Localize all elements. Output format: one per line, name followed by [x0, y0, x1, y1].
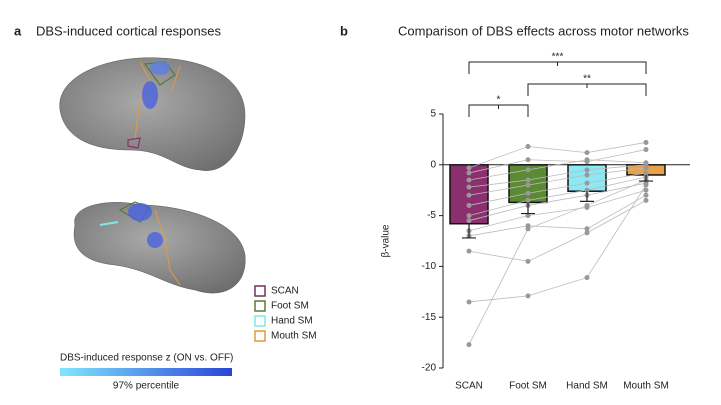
subject-point: [466, 170, 472, 176]
colorbar: [60, 368, 232, 376]
subject-point: [525, 167, 531, 173]
subject-line: [468, 159, 647, 181]
subject-point: [466, 218, 472, 224]
legend-swatch: [254, 300, 266, 312]
y-tick-label: -5: [427, 210, 436, 221]
subject-point: [525, 144, 531, 150]
panel-label: a: [14, 23, 22, 38]
subject-point: [584, 172, 590, 178]
subject-point: [525, 213, 531, 219]
significance-label: ***: [552, 52, 564, 63]
brain-bottom: [73, 201, 246, 294]
subject-point: [643, 192, 649, 198]
significance-bracket: [468, 61, 647, 74]
legend-swatch: [254, 330, 266, 342]
chart-title: Comparison of DBS effects across motor n…: [398, 23, 689, 38]
legend-label: Hand SM: [271, 316, 313, 327]
y-tick-label: 5: [430, 109, 436, 120]
significance-label: **: [583, 74, 591, 85]
y-tick-label: 0: [430, 159, 436, 170]
error-bar: [521, 202, 535, 215]
subject-point: [643, 165, 649, 171]
colorbar-label: DBS-induced response z (ON vs. OFF): [60, 353, 233, 364]
y-tick-label: -10: [422, 261, 437, 272]
error-bar: [462, 223, 476, 239]
y-tick-label: -20: [422, 363, 437, 374]
subject-point: [525, 190, 531, 196]
error-bar: [580, 191, 594, 202]
subject-line: [468, 164, 647, 188]
subject-line: [468, 179, 647, 345]
error-bar: [639, 174, 653, 182]
subject-point: [466, 165, 472, 171]
legend-swatch: [254, 315, 266, 327]
subject-line: [468, 167, 647, 196]
subject-point: [525, 157, 531, 163]
subject-point: [584, 230, 590, 236]
subject-point: [584, 150, 590, 156]
subject-line: [468, 182, 647, 222]
subject-point: [466, 192, 472, 198]
colorbar-note: 97% percentile: [113, 381, 180, 392]
subject-point: [584, 187, 590, 193]
subject-point: [584, 180, 590, 186]
subject-line: [468, 176, 647, 216]
subject-point: [525, 197, 531, 203]
legend-swatch: [254, 285, 266, 297]
subject-line: [468, 172, 647, 206]
subject-point: [466, 184, 472, 190]
significance-label: *: [497, 95, 501, 106]
subject-point: [643, 182, 649, 188]
subject-line: [468, 200, 647, 262]
subject-point: [643, 147, 649, 153]
panel-title: DBS-induced cortical responses: [36, 23, 221, 38]
subject-point: [466, 299, 472, 305]
legend-label: Mouth SM: [271, 331, 317, 342]
subject-line: [468, 184, 647, 303]
subject-point: [466, 342, 472, 348]
subject-point: [525, 293, 531, 299]
subject-point: [466, 248, 472, 254]
subject-point: [525, 182, 531, 188]
y-axis-label: β-value: [381, 224, 392, 257]
brain-top: [59, 57, 246, 171]
y-tick-label: -15: [422, 312, 437, 323]
panel-label: b: [340, 23, 348, 38]
subject-point: [466, 202, 472, 208]
subject-point: [525, 177, 531, 183]
subject-point: [584, 202, 590, 208]
subject-point: [643, 197, 649, 203]
subject-point: [584, 226, 590, 232]
subject-point: [643, 139, 649, 145]
legend-label: Foot SM: [271, 301, 309, 312]
subject-point: [525, 226, 531, 232]
legend-label: SCAN: [271, 286, 299, 297]
subject-line: [468, 142, 647, 169]
significance-bracket: [468, 104, 529, 117]
subject-point: [584, 275, 590, 281]
x-tick-label: Foot SM: [509, 381, 547, 392]
subject-line: [468, 149, 647, 174]
subject-point: [643, 170, 649, 176]
significance-bracket: [527, 83, 647, 96]
x-tick-label: Mouth SM: [623, 381, 669, 392]
subject-point: [466, 177, 472, 183]
x-tick-label: Hand SM: [566, 381, 608, 392]
subject-point: [584, 157, 590, 163]
subject-point: [584, 167, 590, 173]
x-tick-label: SCAN: [455, 381, 483, 392]
subject-line: [468, 194, 647, 237]
subject-line: [468, 189, 647, 232]
subject-point: [643, 187, 649, 193]
subject-point: [525, 258, 531, 264]
subject-point: [466, 213, 472, 219]
